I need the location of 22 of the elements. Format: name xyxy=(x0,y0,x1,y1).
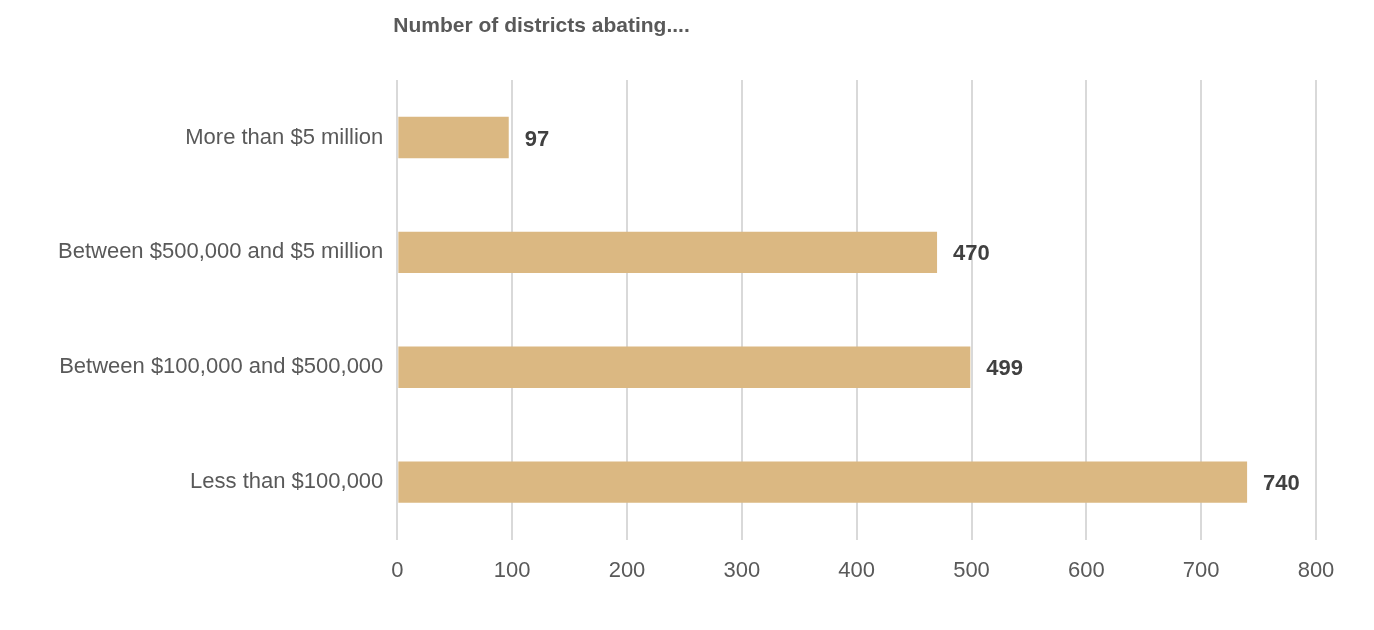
x-tick-label: 700 xyxy=(1182,556,1220,582)
y-tick-label: Between $500,000 and $5 million xyxy=(57,238,384,264)
chart-title: Number of districts abating.... xyxy=(393,12,690,36)
x-tick-label: 400 xyxy=(838,556,876,582)
y-tick-label: Between $100,000 and $500,000 xyxy=(59,353,384,379)
x-tick-label: 100 xyxy=(493,556,531,582)
data-label: 97 xyxy=(524,125,550,151)
x-tick-label: 300 xyxy=(723,556,761,582)
x-tick-label: 0 xyxy=(391,556,404,582)
bar xyxy=(398,346,971,388)
bar xyxy=(398,116,509,159)
data-label: 740 xyxy=(1263,470,1300,496)
x-tick-label: 200 xyxy=(608,556,646,582)
y-tick-label: Less than $100,000 xyxy=(190,468,384,494)
data-label: 470 xyxy=(953,240,990,266)
x-tick-label: 500 xyxy=(953,556,990,582)
y-tick-label: More than $5 million xyxy=(185,123,384,149)
bar xyxy=(398,461,1248,503)
data-label: 499 xyxy=(986,355,1024,381)
bar xyxy=(398,231,938,274)
x-tick-label: 600 xyxy=(1067,556,1105,582)
x-tick-label: 800 xyxy=(1297,556,1335,582)
